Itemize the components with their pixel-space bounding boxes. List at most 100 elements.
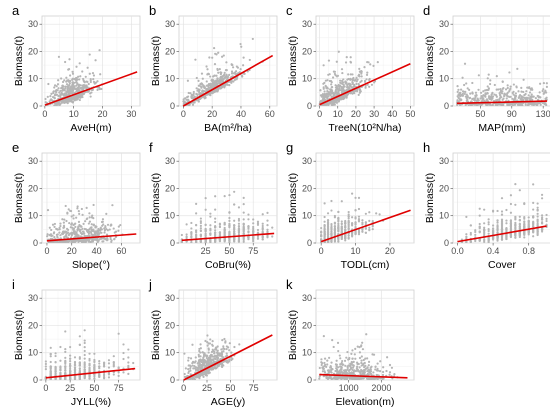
scatter-points bbox=[182, 37, 264, 106]
scatter-point bbox=[80, 233, 84, 236]
scatter-point bbox=[523, 224, 526, 227]
scatter-point bbox=[465, 235, 468, 238]
scatter-point bbox=[514, 94, 518, 98]
scatter-point bbox=[478, 239, 481, 242]
fit-line bbox=[181, 232, 275, 242]
scatter-point bbox=[320, 238, 323, 242]
scatter-point bbox=[77, 234, 80, 237]
scatter-point bbox=[505, 92, 509, 96]
scatter-point bbox=[61, 232, 64, 235]
scatter-point bbox=[344, 237, 347, 240]
scatter-point bbox=[486, 92, 489, 95]
scatter-point bbox=[344, 82, 347, 85]
scatter-point bbox=[466, 87, 469, 90]
scatter-point bbox=[224, 75, 227, 78]
scatter-point bbox=[59, 368, 62, 371]
scatter-point bbox=[261, 224, 264, 228]
scatter-point bbox=[345, 86, 349, 89]
scatter-point bbox=[505, 219, 508, 222]
scatter-point bbox=[463, 83, 466, 87]
scatter-point bbox=[520, 90, 523, 93]
scatter-point bbox=[239, 42, 242, 46]
scatter-point bbox=[532, 183, 535, 186]
scatter-point bbox=[110, 240, 113, 243]
scatter-point bbox=[351, 234, 354, 237]
scatter-point bbox=[83, 339, 86, 342]
scatter-point bbox=[230, 72, 234, 75]
scatter-point bbox=[256, 222, 260, 225]
scatter-point bbox=[205, 80, 208, 83]
scatter-point bbox=[505, 208, 508, 212]
scatter-point bbox=[469, 241, 472, 243]
scatter-point bbox=[48, 100, 51, 103]
scatter-point bbox=[214, 208, 217, 211]
scatter-point bbox=[354, 216, 357, 219]
scatter-point bbox=[59, 241, 63, 243]
scatter-point bbox=[509, 194, 513, 197]
scatter-point bbox=[220, 55, 224, 58]
scatter-point bbox=[98, 49, 101, 52]
scatter-point bbox=[69, 96, 72, 99]
scatter-point bbox=[365, 73, 369, 76]
scatter-point bbox=[63, 241, 66, 243]
scatter-point bbox=[266, 236, 269, 239]
scatter-point bbox=[256, 232, 260, 235]
scatter-point bbox=[61, 80, 65, 84]
scatter-point bbox=[90, 229, 94, 232]
scatter-point bbox=[209, 239, 212, 242]
scatter-point bbox=[324, 84, 327, 87]
scatter-point bbox=[209, 228, 212, 232]
scatter-point bbox=[218, 223, 222, 226]
scatter-point bbox=[256, 235, 260, 238]
scatter-point bbox=[491, 91, 494, 94]
scatter-point bbox=[65, 235, 68, 239]
scatter-point bbox=[228, 231, 231, 235]
scatter-point bbox=[461, 76, 464, 79]
scatter-point bbox=[482, 90, 485, 93]
panel-letter: b bbox=[149, 3, 156, 18]
x-tick-label: 20 bbox=[67, 246, 77, 256]
scatter-point bbox=[533, 102, 536, 105]
scatter-point bbox=[54, 352, 57, 355]
scatter-point bbox=[93, 377, 96, 380]
scatter-point bbox=[529, 102, 532, 106]
scatter-point bbox=[195, 234, 198, 237]
scatter-point bbox=[237, 219, 241, 222]
scatter-point bbox=[237, 231, 241, 234]
scatter-point bbox=[73, 361, 77, 364]
x-axis-title: BA(m²/ha) bbox=[204, 122, 252, 134]
scatter-point bbox=[69, 360, 72, 363]
scatter-point bbox=[500, 220, 504, 223]
scatter-point bbox=[81, 227, 84, 230]
scatter-point bbox=[364, 84, 367, 87]
scatter-point bbox=[337, 229, 340, 233]
scatter-point bbox=[536, 219, 539, 222]
y-tick-label: 30 bbox=[302, 156, 312, 166]
scatter-point bbox=[85, 206, 88, 209]
scatter-point bbox=[209, 94, 212, 97]
scatter-point bbox=[536, 230, 539, 233]
scatter-point bbox=[464, 103, 467, 106]
scatter-point bbox=[191, 103, 195, 106]
scatter-point bbox=[187, 98, 190, 101]
fit-line bbox=[320, 209, 411, 243]
scatter-point bbox=[83, 368, 86, 371]
scatter-point bbox=[326, 90, 329, 93]
scatter-point bbox=[88, 362, 91, 365]
scatter-point bbox=[271, 226, 274, 229]
scatter-point bbox=[70, 223, 73, 226]
scatter-point bbox=[323, 237, 326, 240]
scatter-point bbox=[92, 203, 95, 207]
scatter-point bbox=[502, 103, 505, 106]
scatter-point bbox=[363, 79, 367, 83]
scatter-point bbox=[54, 367, 57, 370]
scatter-point bbox=[107, 372, 111, 375]
scatter-point bbox=[214, 229, 217, 232]
scatter-point bbox=[514, 203, 517, 206]
scatter-point bbox=[247, 236, 250, 239]
scatter-point bbox=[266, 224, 269, 227]
scatter-point bbox=[330, 233, 333, 236]
scatter-point bbox=[505, 237, 508, 240]
